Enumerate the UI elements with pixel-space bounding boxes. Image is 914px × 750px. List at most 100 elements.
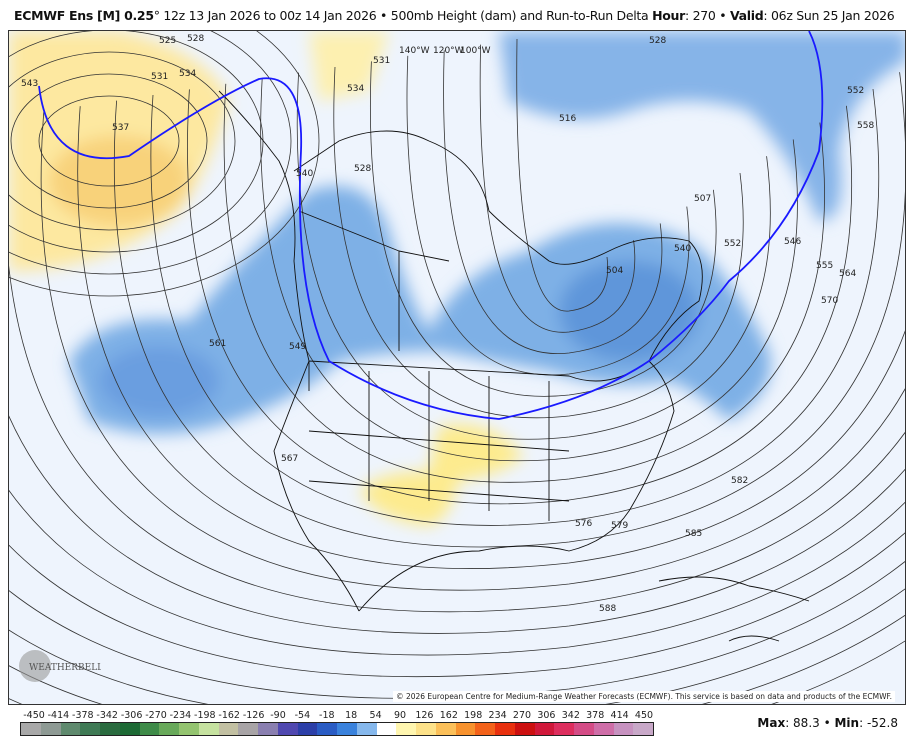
colorbar-tick-label: 90 <box>393 710 407 721</box>
colorbar-tick-label: -414 <box>47 710 70 721</box>
contour-label: 564 <box>839 269 856 279</box>
colorbar-tick-label: 378 <box>586 710 605 721</box>
colorbar-tick-label: 270 <box>512 710 532 721</box>
delta-shading <box>9 31 905 526</box>
colorbar-swatch <box>495 723 515 735</box>
colorbar-swatch <box>159 723 179 735</box>
svg-text:WEATHERBELL: WEATHERBELL <box>29 663 101 673</box>
contour-label: 552 <box>847 86 864 96</box>
copyright-notice: © 2026 European Centre for Medium-Range … <box>393 691 895 702</box>
colorbar-swatch <box>554 723 574 735</box>
colorbar-swatch <box>633 723 653 735</box>
contour-label: 507 <box>694 194 711 204</box>
contour-label: 585 <box>685 529 702 539</box>
colorbar <box>20 722 654 736</box>
colorbar-swatch <box>416 723 436 735</box>
contour-label: 546 <box>784 237 801 247</box>
contour-line <box>223 83 825 483</box>
colorbar-tick-label: 342 <box>561 710 580 721</box>
colorbar-tick-label: -198 <box>194 710 216 721</box>
contour-line <box>9 31 320 297</box>
contour-line <box>296 72 771 440</box>
contour-label: 555 <box>816 261 833 271</box>
contour-line <box>10 73 208 209</box>
colorbar-tick-label: -306 <box>120 710 143 721</box>
contour-label: 516 <box>559 114 576 124</box>
colorbar-swatch <box>100 723 120 735</box>
contour-label: 579 <box>611 521 628 531</box>
colorbar-swatch <box>218 723 239 735</box>
contour-label: 570 <box>821 296 838 306</box>
colorbar-swatch <box>238 723 258 735</box>
contour-label: 534 <box>347 84 364 94</box>
colorbar-swatch <box>613 723 634 735</box>
weatherbell-logo: WEATHERBELL <box>19 650 101 682</box>
contour-label: 534 <box>179 69 196 79</box>
colorbar-swatch <box>277 723 298 735</box>
contour-line <box>9 532 905 678</box>
contour-line <box>260 78 798 462</box>
colorbar-swatch <box>475 723 495 735</box>
colorbar-swatch <box>317 723 337 735</box>
contour-line <box>9 561 905 699</box>
contour-label: 582 <box>731 476 748 486</box>
colorbar-swatch <box>574 723 594 735</box>
colorbar-tick-label: 18 <box>345 710 358 721</box>
colorbar-tick-label: -270 <box>145 710 167 721</box>
contour-label: 540 <box>674 244 691 254</box>
contour-line <box>150 88 880 526</box>
contour-line <box>187 89 853 505</box>
colorbar-swatch <box>40 723 61 735</box>
colorbar-tick-label: 198 <box>464 710 483 721</box>
colorbar-tick-label: -378 <box>72 710 94 721</box>
contour-line <box>333 66 744 419</box>
colorbar-tick-label: -342 <box>96 710 118 721</box>
coastlines-borders <box>218 90 810 642</box>
max-min-stats: Max: 88.3 • Min: -52.8 <box>757 716 898 730</box>
contour-line <box>9 51 236 231</box>
colorbar-tick-label: -90 <box>270 710 286 721</box>
contour-label: 531 <box>151 72 168 82</box>
contour-label: 576 <box>575 519 592 529</box>
colorbar-swatch <box>80 723 100 735</box>
colorbar-swatch <box>376 723 397 735</box>
contour-line <box>113 72 905 548</box>
contour-line <box>9 489 905 656</box>
colorbar-swatch <box>139 723 160 735</box>
weather-map: 525 528 531 534 537 543 534 531 528 540 549 561 567 5… <box>8 30 906 705</box>
contour-label: 528 <box>649 36 666 46</box>
contour-label: 558 <box>857 121 874 131</box>
map-title: ECMWF Ens [M] 0.25° 12z 13 Jan 2026 to 0… <box>14 8 895 23</box>
contour-line <box>443 50 663 355</box>
colorbar-labels: -450 -414 -378 -342 -306 -270 -234 -198 -162 -126… <box>12 710 654 722</box>
colorbar-swatch <box>179 723 199 735</box>
colorbar-tick-label: -126 <box>242 710 265 721</box>
colorbar-tick-label: 126 <box>415 710 434 721</box>
colorbar-swatch <box>119 723 140 735</box>
contour-label: 537 <box>112 123 129 133</box>
colorbar-tick-label: -234 <box>169 710 192 721</box>
colorbar-tick-label: 54 <box>369 710 382 721</box>
contour-label: 567 <box>281 454 298 464</box>
contour-line <box>479 44 636 333</box>
colorbar-swatch <box>593 723 614 735</box>
contour-label: 528 <box>354 164 371 174</box>
colorbar-swatch <box>534 723 555 735</box>
contour-label: 504 <box>606 266 623 276</box>
contour-540-line <box>38 31 824 420</box>
contour-label: 528 <box>187 34 204 44</box>
colorbar-swatch <box>337 723 357 735</box>
contour-label: 540 <box>296 169 313 179</box>
colorbar-swatch <box>297 723 318 735</box>
colorbar-tick-label: 450 <box>634 710 654 721</box>
contour-label: 525 <box>159 36 176 46</box>
colorbar-tick-label: -450 <box>23 710 45 721</box>
colorbar-tick-label: -18 <box>319 710 335 721</box>
contour-line <box>9 415 905 634</box>
colorbar-tick-label: 162 <box>439 710 458 721</box>
contour-label: 140°W <box>399 46 430 56</box>
colorbar-swatch <box>258 723 278 735</box>
contour-label: 543 <box>21 79 38 89</box>
colorbar-swatch <box>514 723 535 735</box>
colorbar-swatch <box>435 723 456 735</box>
